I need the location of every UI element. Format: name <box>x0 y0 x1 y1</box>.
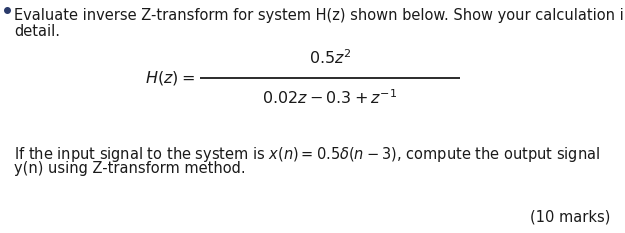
Text: Evaluate inverse Z-transform for system H(z) shown below. Show your calculation : Evaluate inverse Z-transform for system … <box>14 8 625 23</box>
Text: detail.: detail. <box>14 24 60 39</box>
Text: If the input signal to the system is $x(n) = 0.5\delta(n - 3)$, compute the outp: If the input signal to the system is $x(… <box>14 145 600 164</box>
Text: $0.5z^2$: $0.5z^2$ <box>309 49 351 67</box>
Text: $H(z) =$: $H(z) =$ <box>145 69 195 87</box>
Text: (10 marks): (10 marks) <box>529 210 610 225</box>
Text: y(n) using Z-transform method.: y(n) using Z-transform method. <box>14 161 246 176</box>
Text: $0.02z - 0.3 + z^{-1}$: $0.02z - 0.3 + z^{-1}$ <box>262 89 398 107</box>
